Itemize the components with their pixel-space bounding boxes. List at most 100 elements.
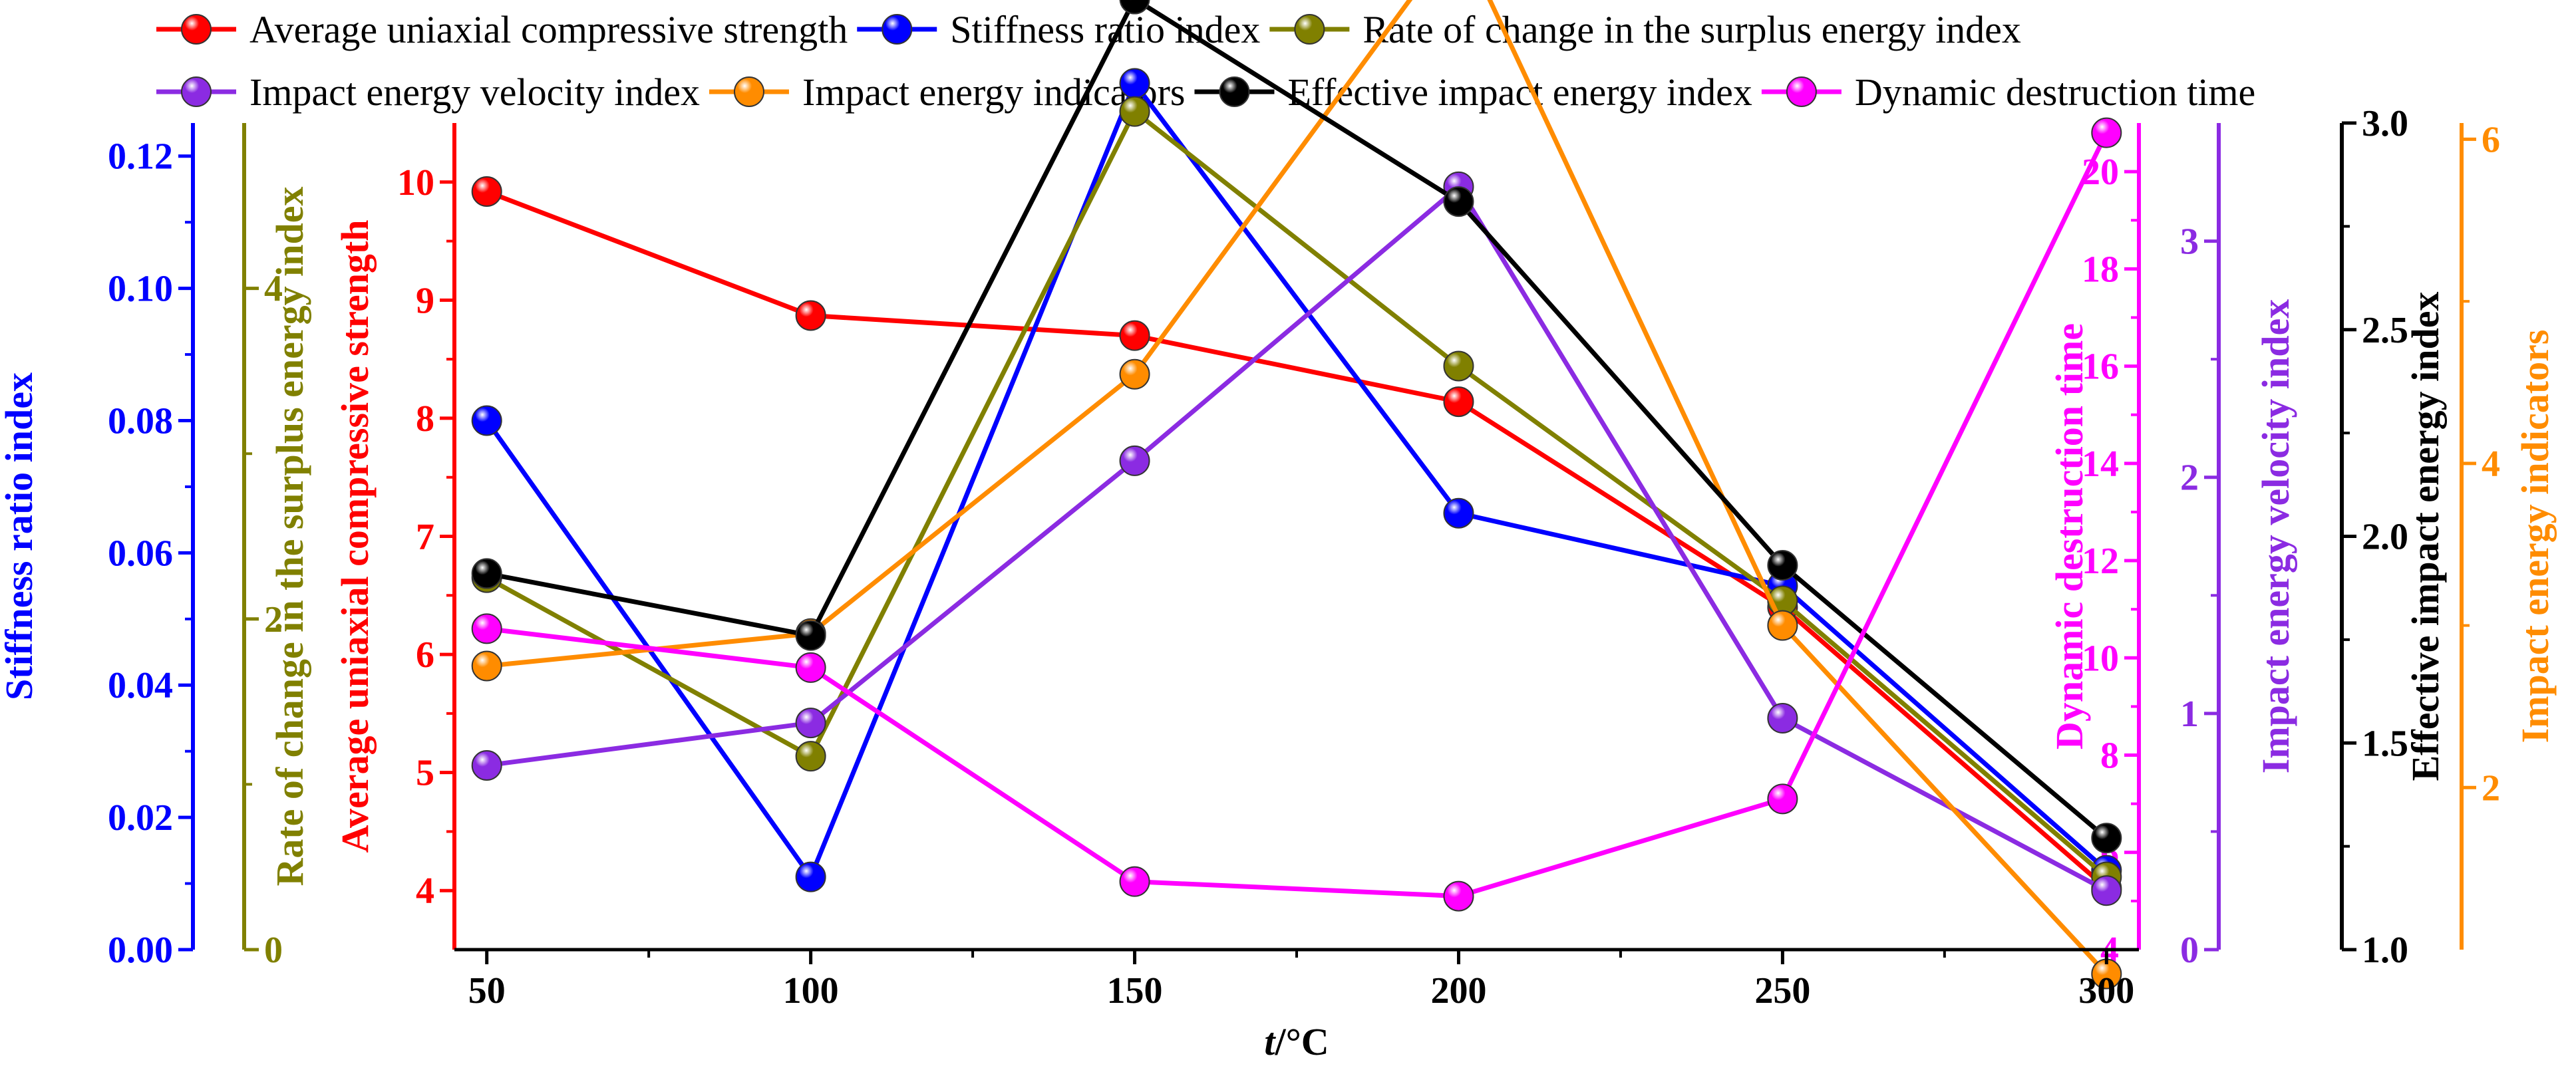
data-point-rate-of-change-in-the-surplus-energy-index	[795, 741, 826, 772]
data-point-impact-energy-indicators	[471, 650, 502, 682]
tick-label-ucs: 7	[416, 517, 434, 558]
series-average-uniaxial-compressive-strength	[471, 176, 2122, 904]
x-axis: 50 100 150 200 250 300 t/°C	[454, 948, 2139, 1063]
data-point-impact-energy-velocity-index	[1119, 445, 1150, 476]
legend-item-stiffness-ratio-index: Stiffness ratio index	[857, 8, 1260, 51]
legend-item-dynamic-destruction-time: Dynamic destruction time	[1761, 70, 2255, 114]
data-point-impact-energy-velocity-index	[1767, 702, 1798, 734]
y-axis-effective-impact-energy-index: 1.0 1.5 2.0 2.5 3.0 Effective impact energy i…	[2340, 103, 2447, 971]
legend-swatch-marker	[1219, 76, 1250, 107]
tick-label-indicators: 6	[2482, 119, 2500, 160]
x-axis-title: t/°C	[1264, 1020, 1329, 1063]
data-point-impact-energy-velocity-index	[795, 708, 826, 739]
tick-label-ucs: 10	[397, 162, 434, 203]
data-point-effective-impact-energy-index	[471, 558, 502, 589]
tick-label-ucs: 8	[416, 398, 434, 440]
tick-label-velocity: 3	[2180, 221, 2199, 263]
axis-title-surplus: Rate of change in the surplus energy ind…	[268, 186, 311, 886]
tick-label-velocity: 0	[2180, 930, 2199, 971]
tick-label-indicators: 4	[2482, 444, 2500, 485]
data-point-impact-energy-indicators	[1119, 358, 1150, 390]
data-point-stiffness-ratio-index	[1119, 68, 1150, 99]
data-point-effective-impact-energy-index	[1119, 0, 1150, 15]
legend-swatch-marker	[733, 76, 764, 107]
x-tick-label: 50	[468, 970, 506, 1011]
x-tick-label: 300	[2078, 970, 2134, 1011]
tick-label-stiffness: 0.00	[108, 930, 173, 971]
tick-label-surplus: 4	[264, 269, 283, 310]
y-axis-impact-energy-velocity-index: 0 1 2 3 Impact energy velocity index	[2180, 123, 2297, 971]
data-point-dynamic-destruction-time	[2091, 117, 2122, 148]
data-point-dynamic-destruction-time	[1443, 880, 1474, 912]
axis-title-velocity: Impact energy velocity index	[2254, 299, 2297, 774]
tick-label-stiffness: 0.02	[108, 797, 173, 839]
x-tick-label: 200	[1430, 970, 1486, 1011]
data-point-dynamic-destruction-time	[1767, 783, 1798, 815]
tick-label-indicators: 2	[2482, 767, 2500, 809]
data-point-rate-of-change-in-the-surplus-energy-index	[1119, 96, 1150, 127]
tick-label-ddt: 8	[2100, 736, 2119, 777]
data-point-average-uniaxial-compressive-strength	[795, 300, 826, 331]
legend-item-effective-impact-energy-index: Effective impact energy index	[1194, 70, 1752, 114]
series-impact-energy-indicators	[471, 0, 2122, 990]
legend: Average uniaxial compressive strength Sti…	[156, 8, 2255, 114]
axis-title-indicators: Impact energy indicators	[2513, 330, 2557, 743]
legend-label: Average uniaxial compressive strength	[249, 8, 848, 51]
series-line-impact-energy-indicators	[486, 0, 2108, 976]
tick-label-effective: 2.5	[2362, 310, 2408, 351]
tick-label-stiffness: 0.08	[108, 400, 173, 442]
legend-label: Impact energy velocity index	[249, 70, 700, 114]
tick-label-effective: 3.0	[2362, 103, 2408, 144]
legend-swatch-marker	[181, 14, 212, 45]
data-point-dynamic-destruction-time	[795, 652, 826, 683]
data-point-average-uniaxial-compressive-strength	[1443, 386, 1474, 418]
legend-swatch-marker	[181, 76, 212, 107]
tick-label-ddt: 16	[2082, 346, 2119, 388]
tick-label-stiffness: 0.10	[108, 269, 173, 310]
y-axis-stiffness-ratio-index: 0.00 0.02 0.04 0.06 0.08 0.10 0.12 Stiffness ra…	[0, 123, 195, 971]
tick-label-velocity: 2	[2180, 458, 2199, 499]
series-dynamic-destruction-time	[471, 117, 2122, 912]
data-point-stiffness-ratio-index	[795, 861, 826, 892]
tick-label-ddt: 10	[2082, 638, 2119, 679]
legend-swatch-marker	[882, 14, 913, 45]
y-axis-average-uniaxial-compressive-strength: 4 5 6 7 8 9 10 Average uniaxial compressive str…	[333, 123, 456, 950]
data-point-stiffness-ratio-index	[1443, 497, 1474, 529]
legend-label: Rate of change in the surplus energy ind…	[1363, 8, 2020, 51]
series-rate-of-change-in-the-surplus-energy-index	[471, 96, 2122, 892]
axis-title-ucs: Average uniaxial compressive strength	[333, 219, 377, 853]
tick-label-velocity: 1	[2180, 694, 2199, 735]
data-point-dynamic-destruction-time	[1119, 866, 1150, 897]
data-point-effective-impact-energy-index	[1443, 186, 1474, 217]
series-line-average-uniaxial-compressive-strength	[486, 189, 2108, 890]
legend-item-average-uniaxial-compressive-strength: Average uniaxial compressive strength	[156, 8, 848, 51]
axis-title-stiffness: Stiffness ratio index	[0, 372, 41, 700]
series-line-rate-of-change-in-the-surplus-energy-index	[486, 109, 2108, 879]
data-point-stiffness-ratio-index	[471, 405, 502, 436]
legend-swatch-marker	[1294, 14, 1325, 45]
tick-label-surplus: 2	[264, 599, 283, 640]
data-point-impact-energy-indicators	[1767, 610, 1798, 641]
series-layer	[471, 0, 2122, 990]
legend-label: Dynamic destruction time	[1855, 70, 2255, 114]
tick-label-ddt: 14	[2082, 444, 2119, 485]
tick-label-effective: 1.5	[2362, 723, 2408, 764]
series-line-dynamic-destruction-time	[486, 132, 2109, 899]
axis-title-ddt: Dynamic destruction time	[2048, 323, 2091, 749]
data-point-average-uniaxial-compressive-strength	[471, 176, 502, 207]
data-point-effective-impact-energy-index	[1767, 550, 1798, 581]
tick-label-stiffness: 0.04	[108, 665, 173, 706]
tick-label-ucs: 6	[416, 634, 434, 676]
x-tick-label: 100	[783, 970, 839, 1011]
axis-title-effective: Effective impact energy index	[2404, 291, 2447, 781]
legend-item-impact-energy-velocity-index: Impact energy velocity index	[156, 70, 700, 114]
tick-label-ddt: 18	[2082, 249, 2119, 290]
x-tick-label: 250	[1754, 970, 1810, 1011]
legend-label: Effective impact energy index	[1287, 70, 1752, 114]
tick-label-ddt: 12	[2082, 541, 2119, 582]
tick-label-ucs: 9	[416, 280, 434, 321]
tick-label-effective: 2.0	[2362, 517, 2408, 558]
tick-label-surplus: 0	[264, 930, 283, 971]
data-point-rate-of-change-in-the-surplus-energy-index	[1443, 350, 1474, 382]
